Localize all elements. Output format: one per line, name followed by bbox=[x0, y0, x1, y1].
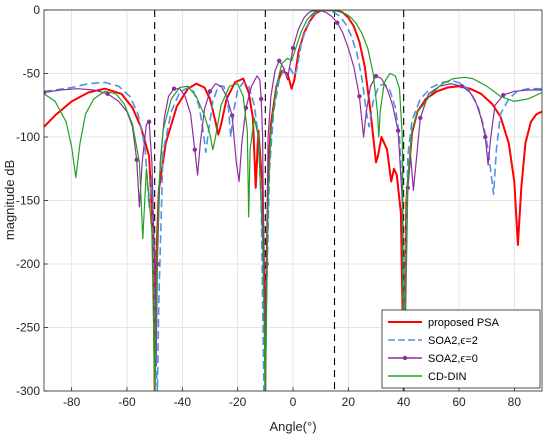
series-marker-2-20 bbox=[171, 86, 177, 91]
legend-marker-2 bbox=[402, 355, 408, 361]
y-tick-label-3: -150 bbox=[16, 194, 40, 208]
series-marker-2-12 bbox=[146, 119, 152, 124]
x-tick-label-1: -60 bbox=[118, 395, 136, 409]
y-tick-label-2: -100 bbox=[16, 130, 40, 144]
x-tick-label-8: 80 bbox=[508, 395, 522, 409]
series-marker-2-52 bbox=[290, 45, 296, 51]
y-tick-label-6: -300 bbox=[16, 384, 40, 398]
series-marker-2-80 bbox=[418, 115, 423, 121]
x-tick-label-4: 0 bbox=[290, 395, 297, 409]
y-tick-label-0: 0 bbox=[33, 3, 40, 17]
legend-label-0: proposed PSA bbox=[428, 317, 500, 329]
x-tick-label-0: -80 bbox=[63, 395, 81, 409]
x-tick-label-2: -40 bbox=[174, 395, 192, 409]
y-tick-label-4: -200 bbox=[16, 257, 40, 271]
y-tick-label-1: -50 bbox=[23, 67, 41, 81]
y-tick-label-5: -250 bbox=[16, 321, 40, 335]
series-marker-2-88 bbox=[483, 134, 488, 140]
series-marker-2-68 bbox=[373, 73, 379, 79]
series-marker-2-28 bbox=[207, 89, 213, 94]
legend-label-1: SOA2,ϵ=2 bbox=[428, 335, 478, 347]
x-tick-label-3: -20 bbox=[229, 395, 247, 409]
series-marker-2-84 bbox=[459, 84, 464, 89]
x-axis-label: Angle(°) bbox=[269, 419, 316, 434]
x-tick-label-7: 60 bbox=[452, 395, 466, 409]
series-marker-2-32 bbox=[229, 113, 235, 118]
series-marker-2-48 bbox=[276, 58, 282, 63]
series-line-1 bbox=[44, 10, 542, 391]
series-marker-2-8 bbox=[134, 157, 139, 163]
series-marker-2-92 bbox=[501, 92, 506, 98]
series-marker-2-24 bbox=[192, 147, 197, 152]
legend-label-2: SOA2,ϵ=0 bbox=[428, 353, 478, 365]
series-marker-2-64 bbox=[357, 94, 362, 99]
legend: proposed PSA SOA2,ϵ=2 SOA2,ϵ=0 CD-DIN bbox=[381, 309, 541, 389]
y-ticks: 0 -50 -100 -150 -200 -250 -300 bbox=[16, 3, 48, 398]
x-tick-label-6: 40 bbox=[397, 395, 411, 409]
series-marker-2-40 bbox=[258, 96, 264, 102]
legend-label-3: CD-DIN bbox=[428, 371, 467, 383]
x-tick-label-5: 20 bbox=[342, 395, 356, 409]
x-ticks: -80 -60 -40 -20 0 20 40 60 80 bbox=[63, 387, 521, 409]
series-marker-2-72 bbox=[395, 128, 401, 133]
series-marker-2-60 bbox=[335, 20, 340, 25]
y-axis-label: magnitude dB bbox=[2, 160, 17, 240]
